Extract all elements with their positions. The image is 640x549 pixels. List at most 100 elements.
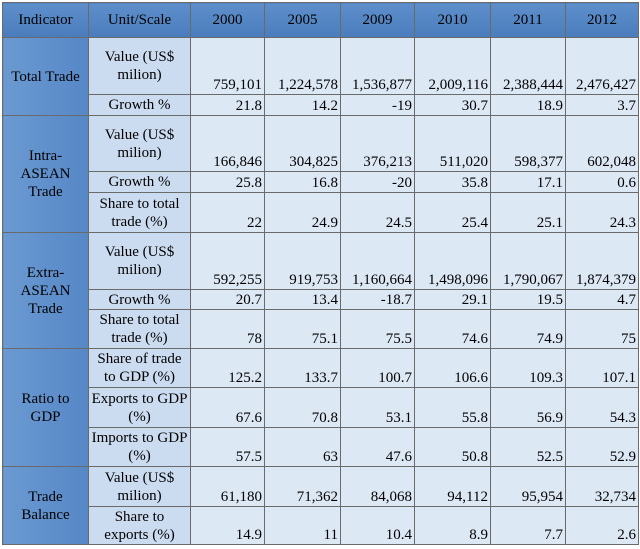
value-cell: 54.3 — [565, 387, 639, 428]
header-year: 2012 — [565, 2, 639, 38]
value-cell: 107.1 — [565, 348, 639, 388]
value-cell: 166,846 — [190, 115, 265, 172]
table-row: Growth % 20.7 13.4 -18.7 29.1 19.5 4.7 — [3, 289, 639, 310]
value-cell: 14.2 — [264, 94, 341, 116]
value-cell: 29.1 — [414, 289, 491, 310]
unit-cell: Value (US$ milion) — [88, 466, 191, 507]
table-row: Exports to GDP (%) 67.6 70.8 53.1 55.8 5… — [3, 387, 639, 428]
value-cell: 598,377 — [490, 115, 566, 172]
unit-cell: Value (US$ milion) — [88, 37, 191, 95]
value-cell: 304,825 — [264, 115, 341, 172]
value-cell: 24.5 — [340, 192, 415, 233]
header-year: 2000 — [190, 2, 265, 38]
value-cell: 8.9 — [414, 506, 491, 545]
value-cell: 4.7 — [565, 289, 639, 310]
value-cell: 1,224,578 — [264, 37, 341, 95]
value-cell: 759,101 — [190, 37, 265, 95]
table-row: Ratio to GDP Share of trade to GDP (%) 1… — [2, 348, 639, 467]
value-cell: 24.3 — [565, 192, 639, 233]
header-year: 2011 — [490, 2, 566, 38]
value-cell: 1,874,379 — [565, 232, 639, 290]
value-cell: 17.1 — [490, 171, 566, 193]
header-row: Indicator Unit/Scale 2000 2005 2009 2010… — [2, 2, 639, 38]
unit-cell: Share to total trade (%) — [88, 309, 191, 349]
unit-cell: Growth % — [88, 94, 191, 116]
value-cell: 25.1 — [490, 192, 566, 233]
value-cell: 25.8 — [190, 171, 265, 193]
value-cell: 100.7 — [340, 348, 415, 388]
unit-cell: Growth % — [88, 289, 191, 310]
indicator-cell: Trade Balance — [2, 466, 89, 545]
value-cell: 109.3 — [490, 348, 566, 388]
table-row: Share to total trade (%) 78 75.1 75.5 74… — [3, 309, 639, 349]
value-cell: 1,160,664 — [340, 232, 415, 290]
value-cell: 125.2 — [190, 348, 265, 388]
table-row: Imports to GDP (%) 57.5 63 47.6 50.8 52.… — [3, 427, 639, 467]
value-cell: 78 — [190, 309, 265, 349]
value-cell: 511,020 — [414, 115, 491, 172]
value-cell: -19 — [340, 94, 415, 116]
indicator-cell: Ratio to GDP — [2, 348, 89, 467]
table-row: Share to total trade (%) 22 24.9 24.5 25… — [3, 192, 639, 233]
value-cell: 75 — [565, 309, 639, 349]
value-cell: 70.8 — [264, 387, 341, 428]
header-indicator: Indicator — [2, 2, 89, 38]
value-cell: 21.8 — [190, 94, 265, 116]
unit-cell: Share to total trade (%) — [88, 192, 191, 233]
value-cell: 14.9 — [190, 506, 265, 545]
value-cell: 24.9 — [264, 192, 341, 233]
value-cell: 52.9 — [565, 427, 639, 467]
value-cell: 0.6 — [565, 171, 639, 193]
value-cell: 30.7 — [414, 94, 491, 116]
table-row: Growth % 25.8 16.8 -20 35.8 17.1 0.6 — [3, 171, 639, 193]
value-cell: 52.5 — [490, 427, 566, 467]
value-cell: 1,498,096 — [414, 232, 491, 290]
value-cell: 25.4 — [414, 192, 491, 233]
unit-cell: Share to exports (%) — [88, 506, 191, 545]
unit-cell: Share of trade to GDP (%) — [88, 348, 191, 388]
unit-cell: Imports to GDP (%) — [88, 427, 191, 467]
unit-cell: Exports to GDP (%) — [88, 387, 191, 428]
value-cell: 7.7 — [490, 506, 566, 545]
value-cell: 376,213 — [340, 115, 415, 172]
value-cell: 13.4 — [264, 289, 341, 310]
indicator-cell: Intra-ASEAN Trade — [2, 115, 89, 233]
value-cell: 602,048 — [565, 115, 639, 172]
value-cell: 1,790,067 — [490, 232, 566, 290]
value-cell: 2.6 — [565, 506, 639, 545]
header-year: 2010 — [414, 2, 491, 38]
value-cell: 22 — [190, 192, 265, 233]
indicator-cell: Extra-ASEAN Trade — [2, 232, 89, 349]
value-cell: 1,536,877 — [340, 37, 415, 95]
table-row: Total Trade Value (US$ milion) 759,101 1… — [2, 37, 639, 116]
value-cell: 84,068 — [340, 466, 415, 507]
value-cell: 74.9 — [490, 309, 566, 349]
table-row: Trade Balance Value (US$ milion) 61,180 … — [2, 466, 639, 545]
value-cell: 75.1 — [264, 309, 341, 349]
value-cell: 16.8 — [264, 171, 341, 193]
value-cell: 50.8 — [414, 427, 491, 467]
value-cell: 71,362 — [264, 466, 341, 507]
unit-cell: Value (US$ milion) — [88, 115, 191, 172]
header-unit-scale: Unit/Scale — [88, 2, 191, 38]
value-cell: -20 — [340, 171, 415, 193]
value-cell: 10.4 — [340, 506, 415, 545]
table-row: Extra-ASEAN Trade Value (US$ milion) 592… — [2, 232, 639, 349]
value-cell: 2,388,444 — [490, 37, 566, 95]
value-cell: 35.8 — [414, 171, 491, 193]
value-cell: 32,734 — [565, 466, 639, 507]
value-cell: 2,476,427 — [565, 37, 639, 95]
value-cell: 3.7 — [565, 94, 639, 116]
indicator-cell: Total Trade — [2, 37, 89, 116]
unit-cell: Value (US$ milion) — [88, 232, 191, 290]
value-cell: 18.9 — [490, 94, 566, 116]
value-cell: 67.6 — [190, 387, 265, 428]
value-cell: 57.5 — [190, 427, 265, 467]
value-cell: 75.5 — [340, 309, 415, 349]
value-cell: -18.7 — [340, 289, 415, 310]
value-cell: 20.7 — [190, 289, 265, 310]
unit-cell: Growth % — [88, 171, 191, 193]
table-row: Share to exports (%) 14.9 11 10.4 8.9 7.… — [3, 506, 639, 545]
value-cell: 106.6 — [414, 348, 491, 388]
